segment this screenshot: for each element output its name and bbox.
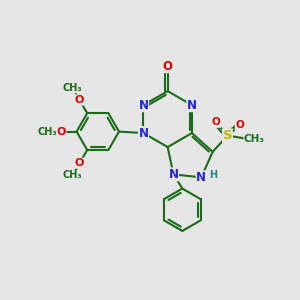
Text: N: N bbox=[196, 171, 206, 184]
Text: O: O bbox=[57, 127, 66, 136]
Text: O: O bbox=[236, 120, 244, 130]
Text: O: O bbox=[163, 60, 173, 73]
Text: CH₃: CH₃ bbox=[244, 134, 265, 143]
Text: O: O bbox=[75, 95, 84, 105]
Text: N: N bbox=[138, 99, 148, 112]
Text: O: O bbox=[212, 117, 220, 127]
Text: S: S bbox=[223, 129, 232, 142]
Text: N: N bbox=[169, 168, 178, 181]
Text: O: O bbox=[75, 158, 84, 168]
Text: N: N bbox=[187, 99, 197, 112]
Text: CH₃: CH₃ bbox=[63, 170, 82, 181]
Text: CH₃: CH₃ bbox=[63, 83, 82, 93]
Text: N: N bbox=[138, 127, 148, 140]
Text: H: H bbox=[209, 170, 218, 180]
Text: CH₃: CH₃ bbox=[37, 127, 57, 136]
